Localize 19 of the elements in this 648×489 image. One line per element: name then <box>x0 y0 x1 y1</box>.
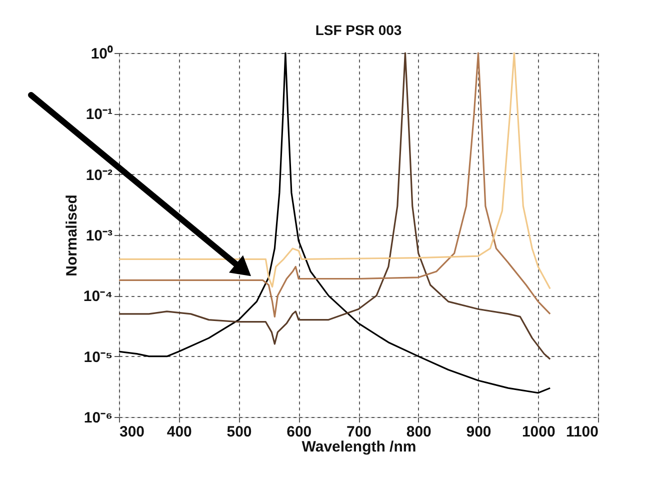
y-tick-label: 10⁻¹ <box>86 106 112 124</box>
x-tick-label: 600 <box>286 424 312 440</box>
x-tick-label: 800 <box>406 424 432 440</box>
x-tick-label: 300 <box>120 424 145 440</box>
y-tick-label: 10⁻⁵ <box>84 348 112 366</box>
x-tick-label: 500 <box>226 424 252 440</box>
x-tick-label: 700 <box>346 424 372 440</box>
x-tick-label: 900 <box>466 424 492 440</box>
y-tick-label: 10⁻² <box>86 166 112 184</box>
y-tick-label: 10⁻³ <box>86 228 112 244</box>
y-tick-label: 10⁰ <box>90 44 114 62</box>
x-tick-label: 1000 <box>522 424 556 440</box>
y-tick-label: 10⁻⁴ <box>83 288 112 306</box>
x-axis-title: Wavelength /nm <box>302 438 416 456</box>
y-tick-label: 10⁻⁶ <box>84 410 112 426</box>
x-tick-label: 400 <box>166 424 192 440</box>
chart-title: LSF PSR 003 <box>315 22 402 38</box>
x-tick-label: 1100 <box>566 424 598 440</box>
y-axis-title: Normalised <box>63 194 80 276</box>
